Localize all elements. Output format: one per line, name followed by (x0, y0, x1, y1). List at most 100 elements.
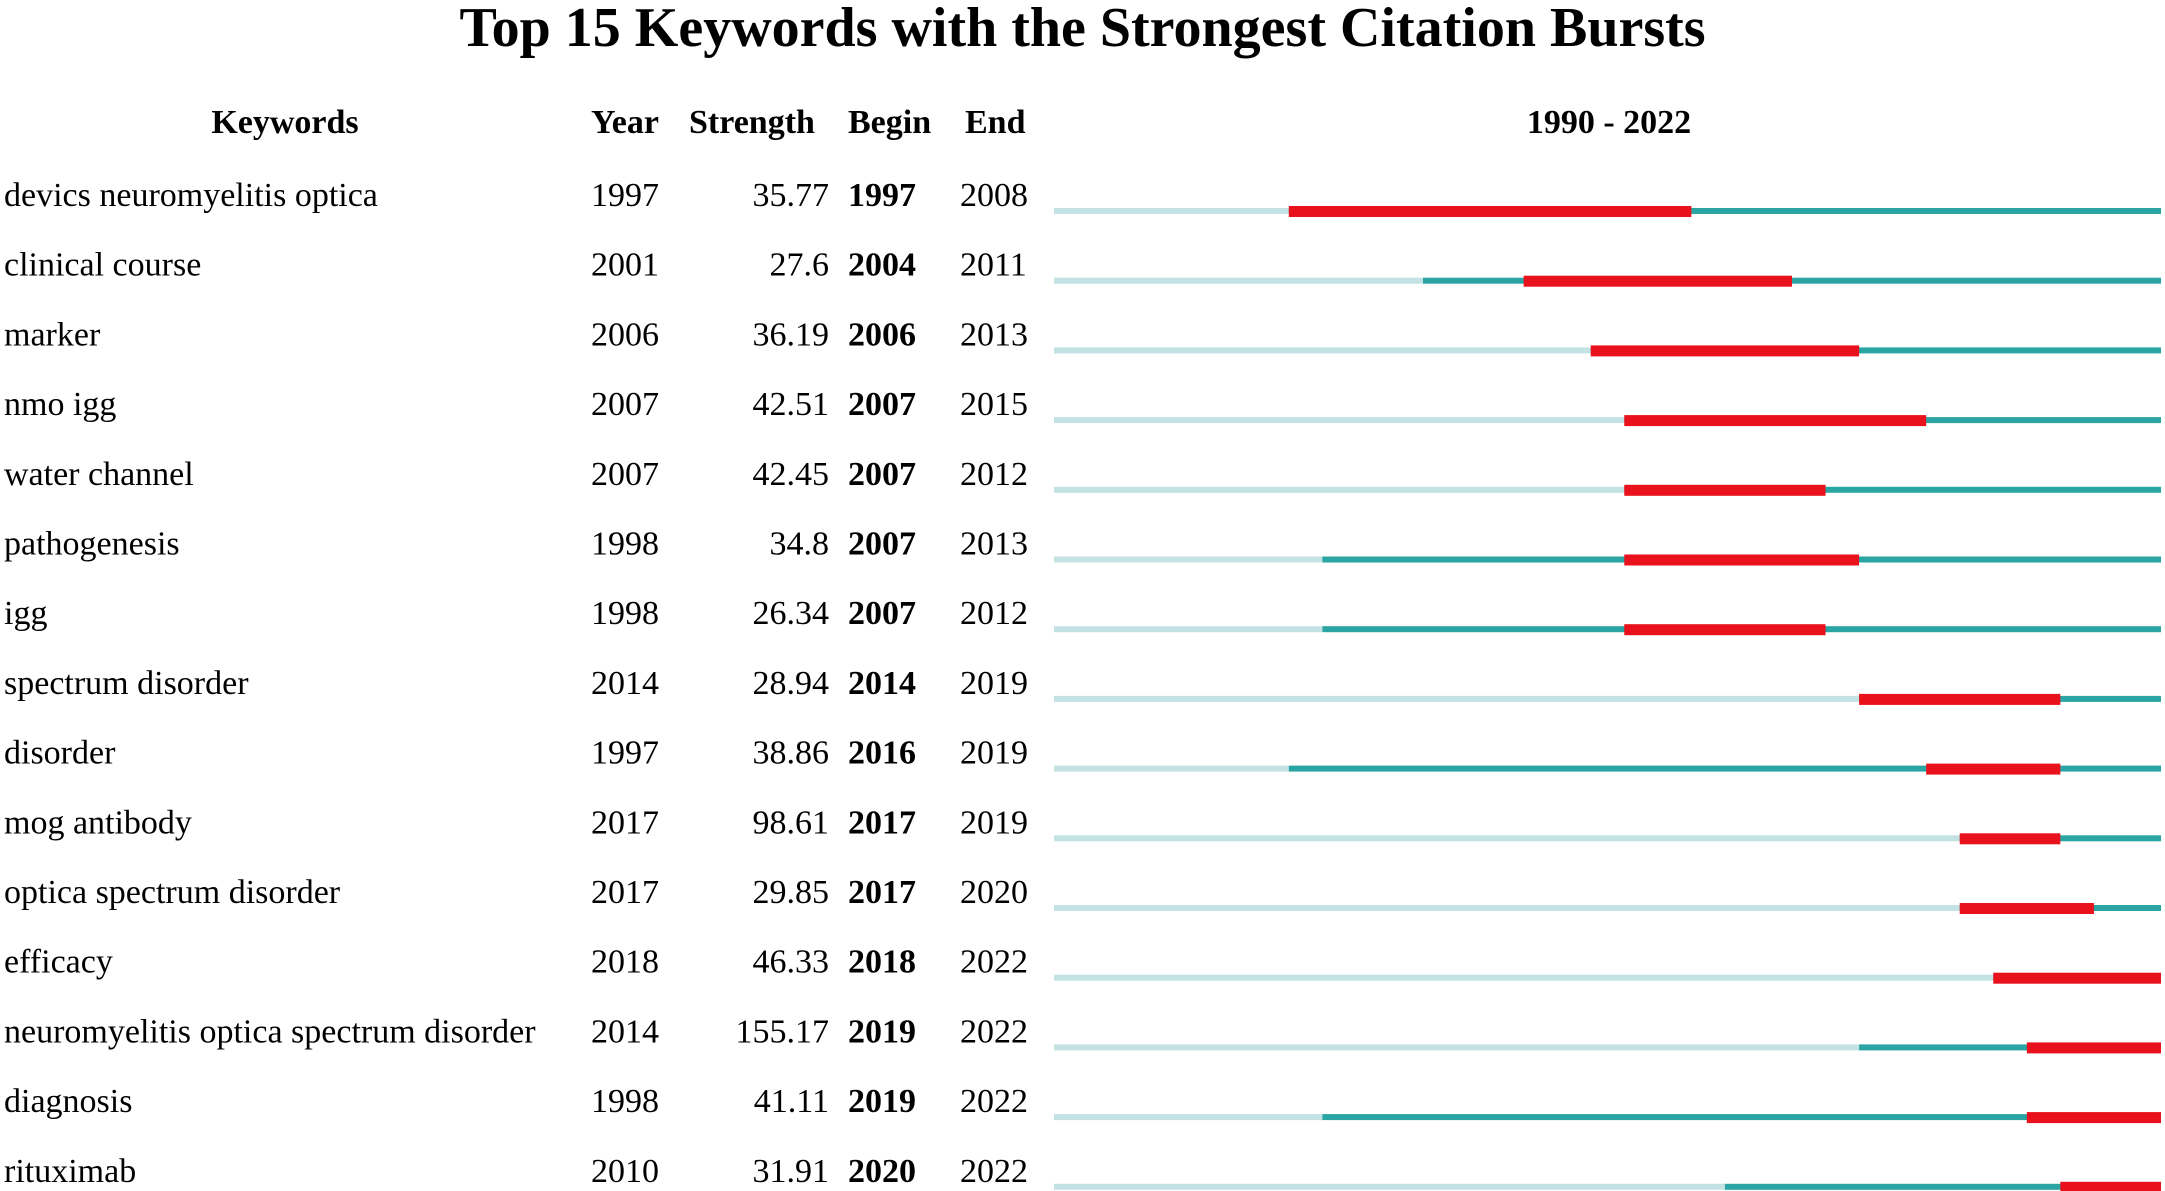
keyword-label: devics neuromyelitis optica (4, 177, 378, 214)
inactive-segment (1054, 835, 1960, 842)
year-header: Year (591, 104, 659, 141)
keyword-label: diagnosis (4, 1083, 132, 1120)
begin-value: 2007 (848, 456, 916, 493)
burst-bar (1624, 415, 1927, 427)
active-segment (1322, 1114, 2161, 1121)
strength-value: 35.77 (753, 177, 830, 214)
year-value: 1998 (591, 595, 659, 632)
keyword-label: igg (4, 595, 47, 632)
end-value: 2013 (960, 526, 1028, 563)
active-segment (1624, 486, 2161, 493)
inactive-segment (1054, 417, 1625, 424)
keyword-label: mog antibody (4, 804, 192, 841)
year-value: 2007 (591, 386, 659, 423)
year-value: 2018 (591, 944, 659, 981)
keyword-label: rituximab (4, 1153, 136, 1190)
burst-bar (1859, 693, 2061, 705)
end-value: 2019 (960, 735, 1028, 772)
end-value: 2020 (960, 874, 1028, 911)
begin-value: 2006 (848, 316, 916, 353)
begin-value: 2018 (848, 944, 916, 981)
keyword-label: pathogenesis (4, 526, 180, 563)
begin-value: 2019 (848, 1083, 916, 1120)
burst-bar (1288, 206, 1692, 217)
begin-header: Begin (848, 104, 932, 141)
strength-value: 26.34 (753, 595, 830, 632)
keyword-label: efficacy (4, 944, 113, 981)
burst-bar (1624, 554, 1860, 566)
inactive-segment (1054, 1044, 1860, 1051)
inactive-segment (1054, 556, 1323, 563)
keyword-label: neuromyelitis optica spectrum disorder (4, 1013, 536, 1050)
begin-value: 2017 (848, 804, 916, 841)
end-value: 2022 (960, 944, 1028, 981)
begin-value: 2017 (848, 874, 916, 911)
active-segment (1288, 208, 2161, 214)
inactive-segment (1054, 1183, 1725, 1190)
chart-title: Top 15 Keywords with the Strongest Citat… (459, 0, 1706, 59)
strength-value: 98.61 (753, 804, 830, 841)
strength-value: 42.45 (753, 456, 830, 493)
strength-value: 34.8 (770, 526, 830, 563)
strength-value: 38.86 (753, 735, 830, 772)
active-segment (1859, 1044, 2161, 1051)
strength-value: 46.33 (753, 944, 830, 981)
begin-value: 2007 (848, 526, 916, 563)
end-value: 2022 (960, 1013, 1028, 1050)
begin-value: 2007 (848, 595, 916, 632)
keyword-label: optica spectrum disorder (4, 874, 341, 911)
begin-value: 2007 (848, 386, 916, 423)
strength-value: 41.11 (754, 1083, 829, 1120)
strength-value: 36.19 (753, 316, 830, 353)
end-value: 2012 (960, 595, 1028, 632)
end-value: 2019 (960, 665, 1028, 702)
burst-bar (1926, 763, 2061, 775)
range-header: 1990 - 2022 (1526, 104, 1692, 141)
year-value: 2007 (591, 456, 659, 493)
burst-bar (2060, 1181, 2161, 1191)
year-value: 2006 (591, 316, 659, 353)
year-value: 1998 (591, 526, 659, 563)
year-value: 2017 (591, 804, 659, 841)
end-value: 2011 (960, 247, 1027, 284)
burst-bar (1993, 972, 2161, 984)
active-segment (1288, 765, 2161, 772)
year-value: 1997 (591, 735, 659, 772)
end-value: 2022 (960, 1083, 1028, 1120)
inactive-segment (1054, 1114, 1323, 1121)
strength-header: Strength (689, 104, 815, 141)
strength-value: 27.6 (770, 247, 830, 284)
begin-value: 2014 (848, 665, 916, 702)
keyword-label: spectrum disorder (4, 665, 249, 702)
burst-bar (1959, 833, 2061, 845)
year-value: 2014 (591, 1013, 659, 1050)
active-segment (1590, 347, 2161, 354)
keyword-label: marker (4, 316, 101, 353)
burst-bar (2026, 1112, 2161, 1124)
begin-value: 2019 (848, 1013, 916, 1050)
year-value: 2010 (591, 1153, 659, 1190)
inactive-segment (1054, 765, 1289, 772)
begin-value: 2004 (848, 247, 916, 284)
strength-value: 29.85 (753, 874, 830, 911)
keywords-header: Keywords (211, 104, 359, 141)
end-value: 2008 (960, 177, 1028, 214)
begin-value: 1997 (848, 177, 916, 214)
year-value: 1998 (591, 1083, 659, 1120)
strength-value: 155.17 (736, 1013, 830, 1050)
burst-bar (1959, 903, 2094, 914)
keyword-label: clinical course (4, 247, 201, 284)
inactive-segment (1054, 208, 1289, 214)
keyword-label: disorder (4, 735, 116, 772)
year-value: 1997 (591, 177, 659, 214)
end-value: 2013 (960, 316, 1028, 353)
keyword-label: water channel (4, 456, 194, 493)
begin-value: 2016 (848, 735, 916, 772)
keyword-label: nmo igg (4, 386, 116, 423)
year-value: 2001 (591, 247, 659, 284)
strength-value: 28.94 (753, 665, 830, 702)
inactive-segment (1054, 626, 1323, 633)
end-value: 2022 (960, 1153, 1028, 1190)
year-value: 2017 (591, 874, 659, 911)
inactive-segment (1054, 486, 1625, 493)
